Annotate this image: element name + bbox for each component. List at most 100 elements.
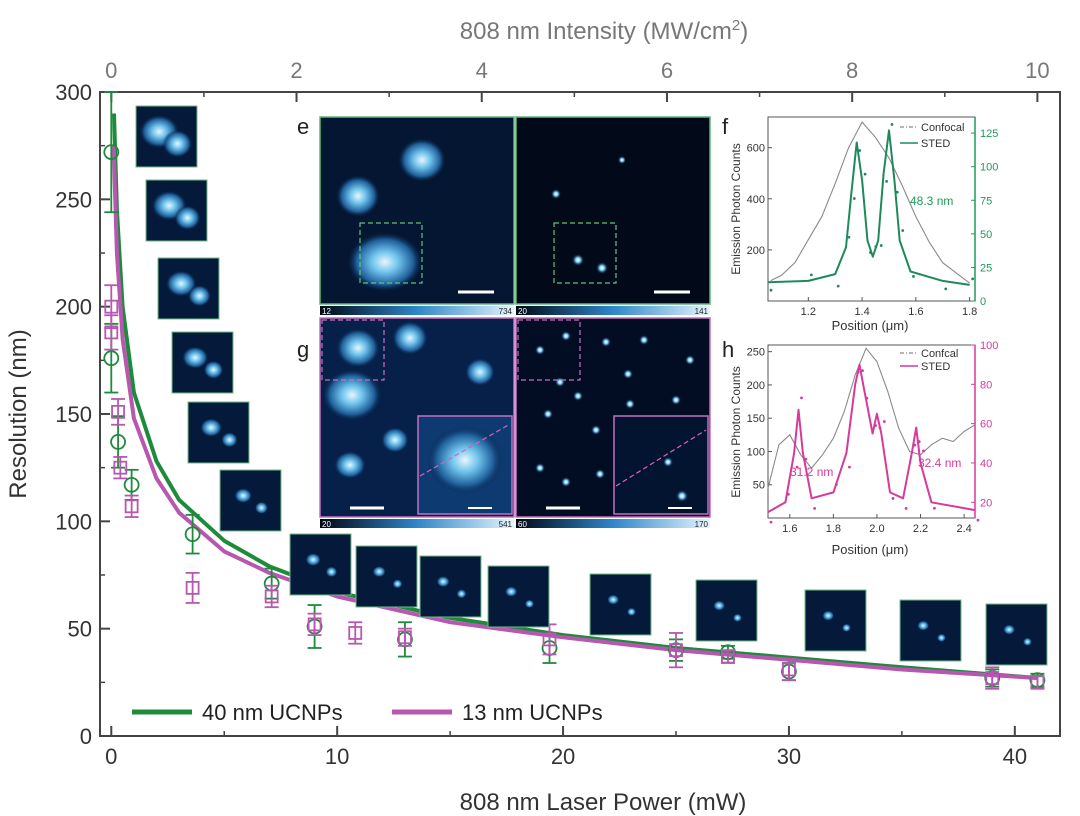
thumbnail-particle — [326, 566, 338, 577]
panel-f: f Position (μm) Emission Photon Counts 1… — [722, 114, 998, 333]
thumbnail-frame — [420, 556, 481, 617]
thumbnail-frame — [290, 534, 351, 595]
thumbnail-particle — [305, 553, 320, 566]
particle-dot — [618, 156, 626, 164]
x-tick-label: 30 — [777, 744, 801, 769]
thumbnail-particle — [255, 502, 268, 514]
sted-raw-point — [861, 369, 864, 372]
x-tick-label: 40 — [1003, 744, 1027, 769]
particle-dot — [625, 399, 635, 409]
sted-raw-point — [874, 424, 877, 427]
thumbnail-particle — [937, 634, 946, 642]
particle-dot — [601, 337, 611, 347]
particle-dot — [551, 189, 561, 199]
y2-tick-label: 0 — [980, 296, 986, 308]
thumbnail-particle — [627, 608, 636, 616]
particle-dot — [676, 490, 688, 502]
thumbnail-frame — [356, 546, 417, 607]
x-tick-label: 1.4 — [854, 306, 869, 318]
sted-raw-point — [800, 396, 803, 399]
y2-tick-label: 20 — [980, 497, 992, 509]
y-tick-label: 600 — [747, 143, 765, 155]
thumbnail-particle — [393, 579, 403, 588]
y-tick-label: 200 — [747, 380, 765, 392]
sted-raw-point — [922, 450, 925, 453]
thumbnail-particle — [182, 346, 208, 368]
colorbar — [320, 306, 514, 315]
particle-dot — [555, 377, 565, 387]
sted-raw-point — [804, 458, 807, 461]
sted-raw-point — [892, 497, 895, 500]
x-tick-label: 2.2 — [913, 523, 928, 535]
sted-raw-point — [864, 173, 867, 176]
particle-blob — [381, 427, 409, 453]
zoom-inset — [614, 416, 708, 514]
particle-blob — [398, 138, 446, 182]
y-tick-label: 50 — [68, 617, 92, 642]
colorbar-min: 20 — [518, 307, 527, 316]
y2-tick-label: 100 — [980, 162, 998, 174]
thumbnail-particle — [917, 621, 929, 631]
thumbnail-particle — [200, 418, 222, 437]
x-tick-label: 10 — [325, 744, 349, 769]
panel-g: g 20 541 60 170 — [297, 318, 710, 529]
panel-label-h: h — [722, 337, 734, 362]
colorbar-min: 60 — [518, 520, 527, 529]
thumbnail-particle — [1003, 625, 1015, 635]
particle-blob — [427, 426, 503, 494]
thumbnail-particle — [204, 361, 224, 379]
sted-raw-point — [885, 180, 888, 183]
x-axis: 010203040 — [105, 726, 1027, 769]
sted-raw-point — [891, 123, 894, 126]
legend-label-40nm: 40 nm UCNPs — [202, 700, 343, 725]
colorbar-min: 20 — [322, 520, 331, 529]
y-tick-label: 250 — [55, 187, 92, 212]
particle-dot — [596, 262, 608, 274]
y2-tick-label: 80 — [980, 379, 992, 391]
colorbar-min: 12 — [322, 307, 331, 316]
sted-raw-point — [918, 440, 921, 443]
sted-raw-point — [770, 289, 773, 292]
particle-blob — [392, 321, 428, 355]
particle-dot — [561, 477, 571, 487]
thumbnail-particle — [822, 611, 834, 621]
y2-tick-label: 125 — [980, 128, 998, 140]
sted-raw-point — [865, 397, 868, 400]
y2-tick-label: 40 — [980, 458, 992, 470]
legend-label: STED — [921, 361, 950, 373]
particle-dot — [623, 369, 633, 379]
thumbnail-particle — [188, 285, 211, 307]
sted-raw-point — [810, 273, 813, 276]
top-tick-label: 10 — [1025, 58, 1049, 83]
panel-label-e: e — [297, 114, 309, 139]
legend-label: STED — [921, 138, 950, 150]
top-axis-label-sup: 2 — [732, 17, 740, 34]
sted-raw-point — [933, 507, 936, 510]
y-tick-label: 250 — [747, 347, 765, 359]
panel-label-g: g — [297, 337, 309, 362]
x-tick-label: 1.8 — [962, 306, 977, 318]
fwhm-annotation: 32.4 nm — [918, 456, 961, 470]
thumbnail-frame — [986, 604, 1047, 665]
y2-tick-label: 100 — [980, 340, 998, 352]
top-tick-label: 8 — [846, 58, 858, 83]
sted-raw-point — [835, 483, 838, 486]
particle-dot — [663, 457, 673, 467]
legend-label: Confcal — [921, 348, 958, 360]
sted-raw-point — [857, 371, 860, 374]
thumbnail-particle — [1023, 638, 1032, 646]
particle-blob — [322, 369, 382, 421]
particle-blob — [334, 451, 366, 479]
sted-raw-point — [905, 507, 908, 510]
sted-raw-point — [977, 519, 980, 522]
sted-raw-point — [912, 275, 915, 278]
thumbnail-particle — [457, 589, 467, 598]
thumbnail-frame — [696, 580, 757, 641]
thumbnail-frame — [900, 600, 961, 661]
particle-dot — [591, 425, 601, 435]
top-tick-label: 6 — [661, 58, 673, 83]
sted-raw-point — [853, 197, 856, 200]
sted-raw-point — [848, 466, 851, 469]
thumbnail-particle — [221, 432, 238, 447]
